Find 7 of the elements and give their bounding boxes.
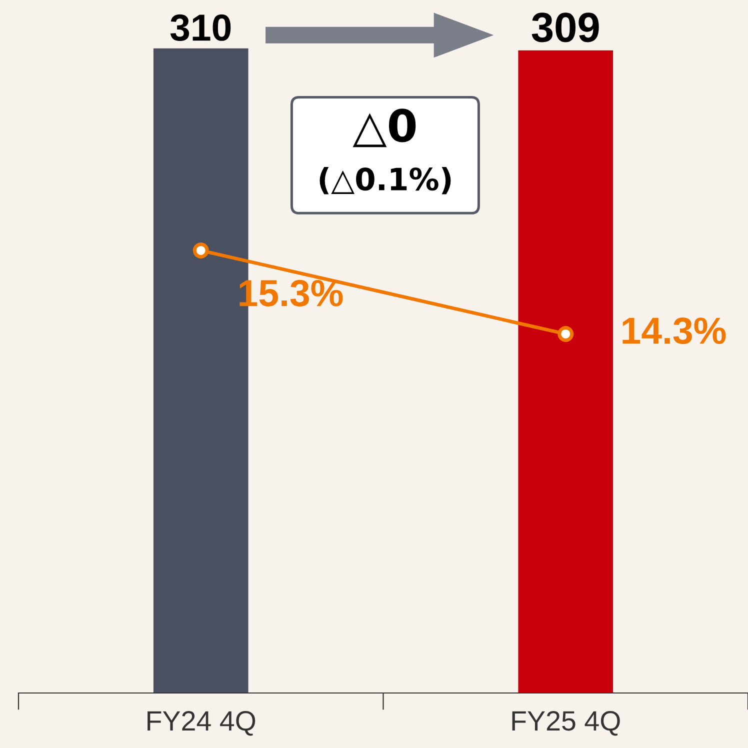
annotation: (△0.1%) [320,167,451,194]
data-label: 310 [170,14,231,41]
annotation: △0 [352,108,416,148]
data-label: 14.3% [622,317,726,344]
x-tick-label: FY24 4Q [148,711,256,736]
x-tick-label: FY25 4Q [512,711,620,736]
data-label: 309 [532,12,599,42]
